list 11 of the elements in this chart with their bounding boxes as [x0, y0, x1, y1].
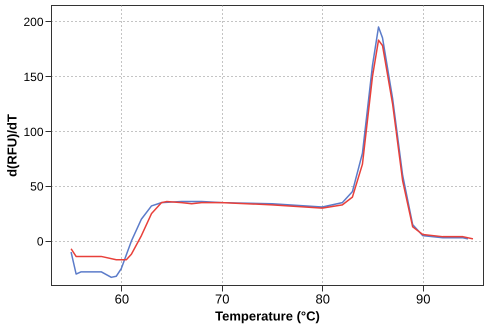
y-tick-label: 200	[23, 14, 44, 29]
y-axis-title: d(RFU)/dT	[4, 114, 20, 177]
y-tick-label: 50	[30, 180, 44, 194]
x-tick-label: 70	[215, 292, 230, 306]
y-tick-label: 150	[23, 70, 44, 84]
y-tick-label: 100	[23, 124, 44, 139]
x-tick-label: 80	[316, 292, 330, 306]
x-axis-title: Temperature (°C)	[215, 308, 320, 324]
y-tick-label: 0	[36, 234, 44, 249]
x-tick-label: 60	[114, 292, 130, 306]
x-tick-label: 90	[416, 292, 430, 306]
